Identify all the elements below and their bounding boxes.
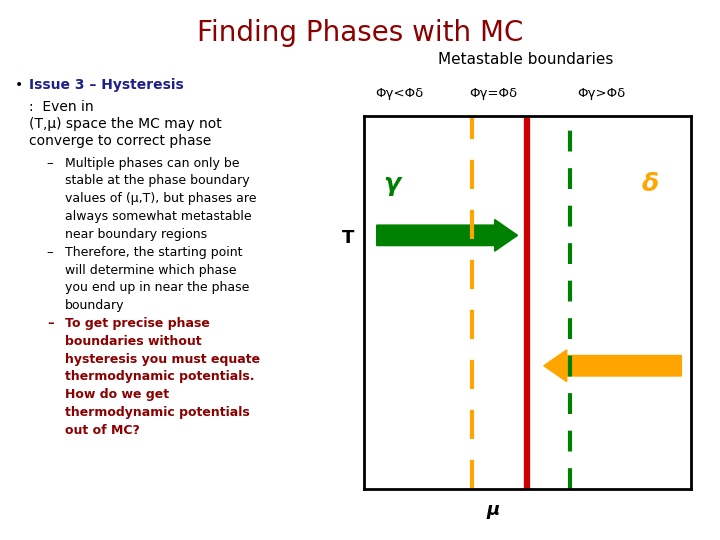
Text: γ: γ — [383, 172, 400, 196]
Text: out of MC?: out of MC? — [65, 424, 140, 437]
Text: (T,μ) space the MC may not: (T,μ) space the MC may not — [29, 117, 222, 131]
FancyArrow shape — [544, 350, 681, 382]
Text: How do we get: How do we get — [65, 388, 169, 401]
Text: near boundary regions: near boundary regions — [65, 228, 207, 241]
Text: Φγ>Φδ: Φγ>Φδ — [577, 87, 626, 100]
Text: :  Even in: : Even in — [29, 100, 94, 114]
Text: thermodynamic potentials.: thermodynamic potentials. — [65, 370, 254, 383]
Text: Therefore, the starting point: Therefore, the starting point — [65, 246, 243, 259]
Text: you end up in near the phase: you end up in near the phase — [65, 281, 249, 294]
Text: T: T — [342, 228, 354, 247]
Text: will determine which phase: will determine which phase — [65, 264, 236, 276]
Text: –: – — [47, 317, 53, 330]
Text: values of (μ,T), but phases are: values of (μ,T), but phases are — [65, 192, 256, 205]
Text: stable at the phase boundary: stable at the phase boundary — [65, 174, 249, 187]
Text: Issue 3 – Hysteresis: Issue 3 – Hysteresis — [29, 78, 184, 92]
Text: –: – — [47, 157, 53, 170]
Text: μ: μ — [487, 501, 500, 519]
Text: hysteresis you must equate: hysteresis you must equate — [65, 353, 260, 366]
Text: boundary: boundary — [65, 299, 125, 312]
Text: converge to correct phase: converge to correct phase — [29, 134, 211, 149]
Text: δ: δ — [642, 172, 658, 196]
Text: always somewhat metastable: always somewhat metastable — [65, 210, 251, 223]
Text: –: – — [47, 246, 53, 259]
Text: Φγ=Φδ: Φγ=Φδ — [469, 87, 517, 100]
Text: thermodynamic potentials: thermodynamic potentials — [65, 406, 250, 419]
Text: To get precise phase: To get precise phase — [65, 317, 210, 330]
Text: Multiple phases can only be: Multiple phases can only be — [65, 157, 239, 170]
Text: Φγ<Φδ: Φγ<Φδ — [375, 87, 424, 100]
Text: Finding Phases with MC: Finding Phases with MC — [197, 19, 523, 47]
Text: Metastable boundaries: Metastable boundaries — [438, 52, 613, 68]
FancyArrow shape — [377, 219, 518, 251]
Text: boundaries without: boundaries without — [65, 335, 202, 348]
Text: •: • — [14, 78, 22, 92]
